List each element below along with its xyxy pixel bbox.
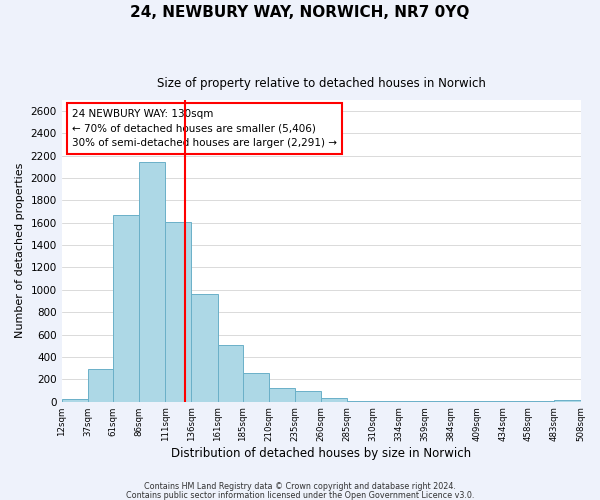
Text: 24 NEWBURY WAY: 130sqm
← 70% of detached houses are smaller (5,406)
30% of semi-: 24 NEWBURY WAY: 130sqm ← 70% of detached… [72, 108, 337, 148]
Text: 24, NEWBURY WAY, NORWICH, NR7 0YQ: 24, NEWBURY WAY, NORWICH, NR7 0YQ [130, 5, 470, 20]
Bar [347, 400, 373, 402]
Bar [218, 345, 242, 402]
Bar [295, 391, 321, 402]
Bar [88, 368, 113, 402]
Bar [269, 388, 295, 402]
X-axis label: Distribution of detached houses by size in Norwich: Distribution of detached houses by size … [171, 447, 471, 460]
Text: Contains HM Land Registry data © Crown copyright and database right 2024.: Contains HM Land Registry data © Crown c… [144, 482, 456, 491]
Bar [425, 401, 451, 402]
Bar [398, 401, 425, 402]
Bar [113, 215, 139, 402]
Y-axis label: Number of detached properties: Number of detached properties [15, 163, 25, 338]
Bar [62, 400, 88, 402]
Bar [554, 400, 581, 402]
Bar [165, 222, 191, 402]
Bar [191, 294, 218, 402]
Bar [139, 162, 165, 402]
Title: Size of property relative to detached houses in Norwich: Size of property relative to detached ho… [157, 76, 485, 90]
Bar [373, 400, 398, 402]
Bar [451, 401, 477, 402]
Bar [321, 398, 347, 402]
Text: Contains public sector information licensed under the Open Government Licence v3: Contains public sector information licen… [126, 490, 474, 500]
Bar [242, 373, 269, 402]
